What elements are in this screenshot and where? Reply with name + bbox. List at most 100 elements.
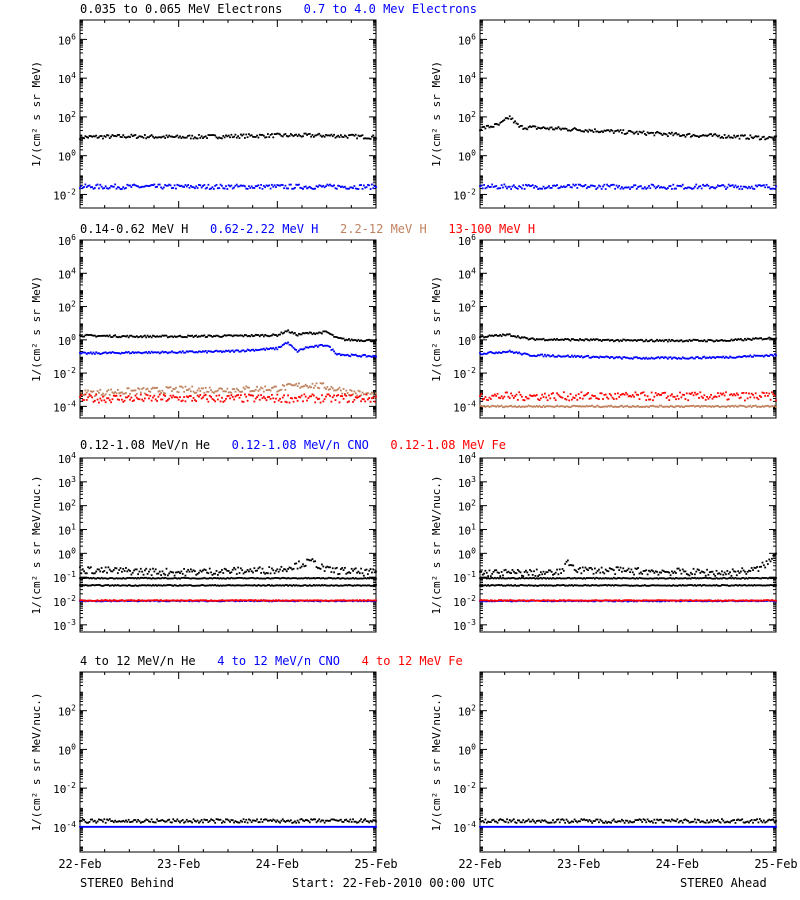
data-point — [258, 388, 261, 391]
data-point — [172, 394, 175, 397]
data-point — [130, 577, 133, 580]
data-point — [246, 577, 249, 580]
y-axis-label: 1/(cm² s sr MeV/nuc.) — [430, 475, 443, 614]
data-point — [312, 136, 315, 138]
data-point — [230, 394, 233, 397]
data-point — [214, 134, 217, 137]
data-point — [637, 186, 640, 188]
y-tick-label: 104 — [58, 451, 76, 466]
series-1 — [479, 115, 777, 141]
legend-entry: 0.14-0.62 MeV H — [80, 222, 188, 236]
data-point — [88, 395, 91, 398]
data-point — [120, 584, 123, 587]
data-point — [683, 357, 685, 360]
data-point — [496, 123, 499, 126]
data-point — [116, 572, 119, 574]
data-point — [261, 187, 264, 190]
data-point — [656, 394, 658, 397]
data-point — [133, 399, 135, 402]
data-point — [235, 573, 238, 575]
data-point — [243, 577, 246, 580]
data-point — [292, 584, 295, 586]
data-point — [333, 394, 336, 397]
data-point — [661, 405, 664, 408]
data-point — [191, 134, 194, 137]
data-point — [331, 135, 334, 138]
data-point — [257, 389, 260, 392]
data-point — [149, 568, 152, 571]
data-point — [561, 186, 564, 189]
data-point — [758, 354, 761, 357]
data-point — [761, 405, 764, 408]
data-point — [727, 405, 730, 407]
data-point — [172, 599, 175, 602]
data-point — [525, 336, 527, 339]
data-point — [571, 398, 573, 401]
data-point — [508, 115, 511, 118]
data-point — [561, 338, 564, 341]
data-point — [249, 187, 252, 189]
data-point — [503, 119, 506, 121]
data-point — [523, 127, 526, 130]
data-point — [348, 599, 350, 602]
data-point — [772, 187, 775, 190]
data-point — [195, 334, 198, 337]
data-point — [579, 405, 581, 408]
data-point — [349, 339, 352, 342]
legend-entry: 0.62-2.22 MeV H — [210, 222, 318, 236]
data-point — [96, 390, 99, 392]
data-point — [323, 135, 326, 138]
data-point — [665, 339, 668, 341]
data-point — [160, 351, 162, 354]
data-point — [373, 577, 376, 579]
data-point — [279, 599, 281, 602]
data-point — [322, 577, 325, 579]
data-point — [580, 355, 583, 357]
data-point — [280, 345, 283, 348]
data-point — [165, 334, 168, 337]
data-point — [135, 568, 138, 571]
data-point — [106, 584, 108, 587]
data-point — [206, 351, 208, 354]
data-point — [306, 558, 308, 561]
data-point — [592, 131, 595, 133]
data-point — [327, 134, 330, 137]
data-point — [604, 339, 607, 341]
data-point — [314, 333, 317, 336]
data-point — [372, 187, 375, 190]
y-tick-label: 10-2 — [453, 187, 476, 202]
data-point — [262, 347, 265, 350]
data-point — [745, 186, 748, 189]
data-point — [718, 395, 721, 398]
data-point — [108, 186, 111, 189]
data-point — [145, 600, 148, 602]
data-point — [650, 183, 653, 186]
data-point — [657, 392, 660, 395]
data-point — [114, 334, 117, 337]
data-point — [666, 340, 669, 343]
data-point — [189, 184, 192, 187]
data-point — [722, 339, 725, 342]
data-point — [212, 188, 215, 190]
data-point — [575, 356, 577, 358]
data-point — [231, 396, 234, 398]
data-point — [289, 567, 292, 569]
data-point — [572, 355, 575, 358]
data-point — [273, 334, 276, 336]
data-point — [219, 183, 222, 186]
data-point — [745, 406, 748, 409]
data-point — [614, 187, 617, 190]
data-point — [264, 397, 267, 400]
data-point — [311, 187, 314, 190]
data-point — [634, 339, 637, 341]
data-point — [650, 131, 653, 134]
data-point — [675, 405, 677, 408]
data-point — [341, 567, 344, 569]
data-point — [192, 137, 195, 140]
data-point — [230, 599, 233, 602]
data-point — [557, 405, 560, 408]
data-point — [235, 136, 238, 139]
data-point — [183, 576, 185, 579]
data-point — [566, 354, 569, 357]
data-point — [87, 576, 90, 579]
